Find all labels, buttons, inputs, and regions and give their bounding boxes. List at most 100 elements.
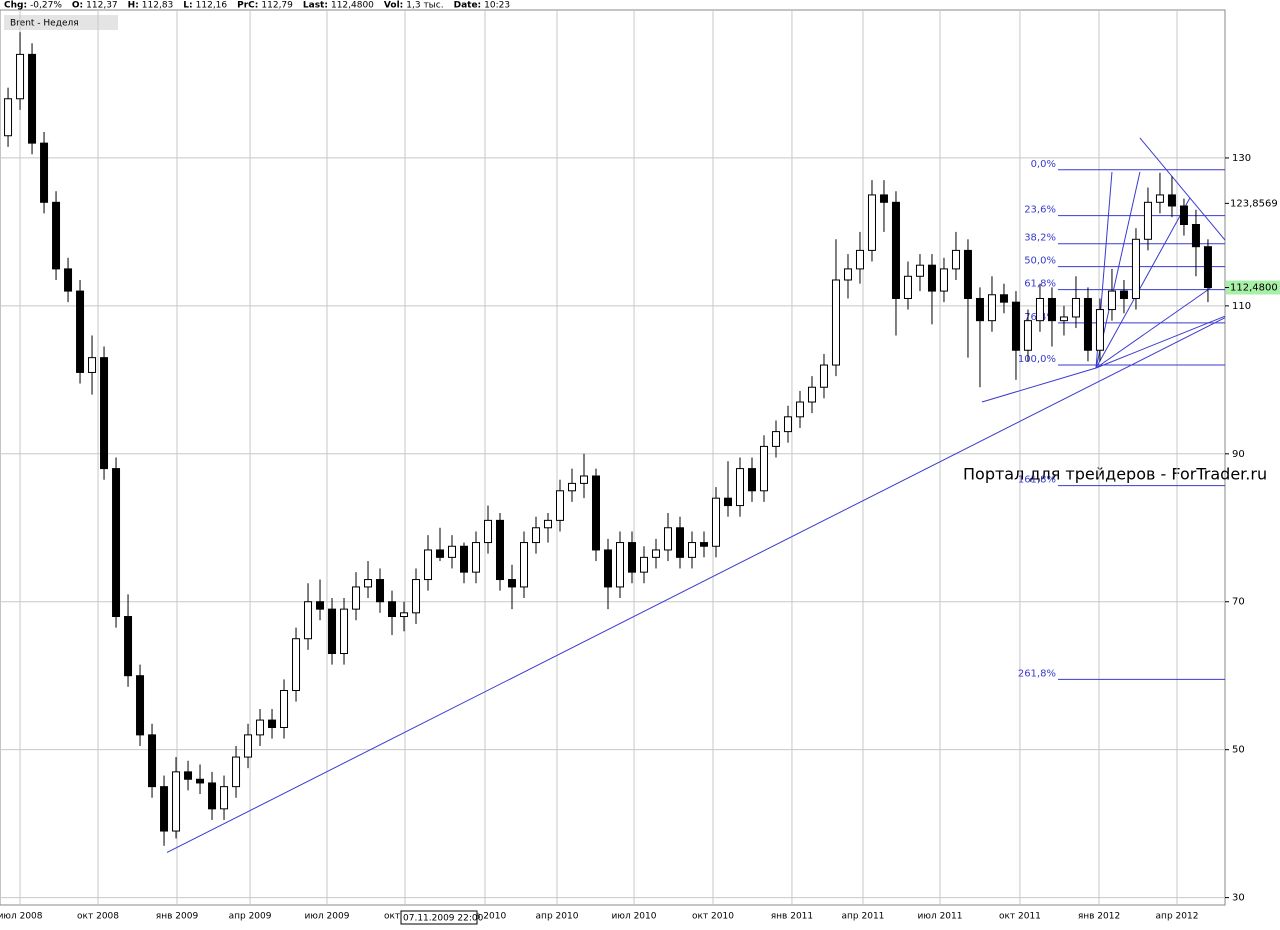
x-tick-label: апр 2011	[842, 912, 885, 922]
candle-body	[711, 497, 720, 547]
price-label: 112,4800	[1230, 283, 1278, 294]
candle-body	[1167, 194, 1176, 207]
candle-body	[304, 601, 313, 640]
candle-body	[1095, 309, 1104, 351]
candle-body	[520, 542, 529, 588]
candle-body	[352, 586, 361, 610]
candle-body	[1107, 290, 1116, 311]
candle-body	[1047, 297, 1056, 322]
candle-body	[783, 416, 792, 433]
candle-body	[124, 616, 133, 677]
header-value: 112,83	[142, 1, 174, 11]
candle-body	[328, 608, 337, 655]
candle-body	[196, 778, 205, 784]
cursor-label-box	[400, 910, 478, 925]
candle-body	[987, 294, 996, 322]
header-label: L:	[183, 1, 192, 11]
fib-label: 38,2%	[1024, 233, 1056, 244]
candle-body	[915, 264, 924, 277]
candle-body	[903, 275, 912, 299]
x-tick-label: июл 2011	[918, 912, 963, 922]
candle-body	[831, 279, 840, 366]
fib-label: 261,8%	[1018, 668, 1056, 679]
candle-body	[879, 194, 888, 203]
header-value: 112,79	[261, 1, 293, 11]
price-label: 123,8569	[1230, 198, 1278, 209]
candle-body	[843, 268, 852, 281]
candle-body	[412, 579, 421, 614]
candle-body	[508, 579, 517, 588]
candle-body	[1155, 194, 1164, 203]
candle-body	[112, 468, 121, 618]
candle-body	[208, 782, 217, 810]
candle-body	[436, 549, 445, 558]
candle-body	[340, 608, 349, 655]
header-label: O:	[72, 1, 83, 11]
trend-line	[166, 317, 1226, 853]
header-label: Date:	[454, 1, 482, 11]
candle-body	[460, 545, 469, 573]
x-tick-label: апр 2012	[1156, 912, 1199, 922]
candle-body	[1035, 297, 1044, 322]
candle-body	[663, 527, 672, 551]
candle-body	[723, 497, 732, 507]
candle-body	[795, 401, 804, 418]
price-label-box	[1226, 280, 1280, 295]
x-tick-label: янв 2012	[1078, 912, 1120, 922]
candle-body	[1011, 301, 1020, 351]
candle-body	[1143, 201, 1152, 240]
y-tick-label: 50	[1232, 745, 1245, 756]
candle-body	[592, 475, 601, 551]
header-label: PrC:	[237, 1, 258, 11]
candle-body	[64, 268, 73, 292]
candle-body	[675, 527, 684, 558]
candle-body	[364, 579, 373, 588]
y-tick-label: 90	[1232, 449, 1245, 460]
candle-body	[939, 268, 948, 292]
candle-body	[544, 519, 553, 529]
candle-body	[16, 53, 25, 100]
candle-body	[148, 734, 157, 788]
header-value: -0,27%	[30, 1, 62, 11]
candle-body	[855, 249, 864, 270]
candle-body	[280, 689, 289, 728]
header-label: Last:	[303, 1, 328, 11]
candle-body	[747, 468, 756, 492]
candle-body	[1059, 316, 1068, 322]
candle-body	[172, 771, 181, 832]
price-label-box	[1226, 196, 1280, 211]
candle-body	[472, 542, 481, 573]
trend-line	[1095, 287, 1211, 369]
x-tick-label: окт 2008	[77, 912, 119, 922]
x-tick-label: окт 2011	[999, 912, 1041, 922]
fib-label: 50,0%	[1024, 256, 1056, 267]
candle-body	[1023, 320, 1032, 351]
candle-body	[448, 545, 457, 558]
candle-body	[651, 549, 660, 558]
candle-body	[76, 290, 85, 373]
header-label: H:	[128, 1, 139, 11]
candle-body	[160, 786, 169, 832]
fib-label: 100,0%	[1018, 354, 1056, 365]
trend-line	[981, 367, 1097, 403]
candle-body	[568, 482, 577, 492]
header-value: 10:23	[484, 1, 510, 11]
candle-body	[1119, 290, 1128, 299]
candle-body	[819, 364, 828, 388]
candle-body	[220, 786, 229, 810]
candle-body	[687, 542, 696, 558]
y-tick-label: 30	[1232, 893, 1245, 904]
candle-body	[771, 431, 780, 447]
header-value: 112,37	[86, 1, 118, 11]
candle-body	[316, 601, 325, 610]
candle-body	[244, 734, 253, 758]
x-tick-label: янв 2010	[464, 912, 507, 922]
fib-label: 161,8%	[1018, 475, 1056, 486]
trend-line	[1095, 315, 1226, 369]
candle-body	[1131, 238, 1140, 299]
chart-title: Brent - Неделя	[10, 19, 79, 29]
watermark: Портал для трейдеров - ForTrader.ru	[963, 465, 1267, 484]
candle-body	[807, 386, 816, 403]
